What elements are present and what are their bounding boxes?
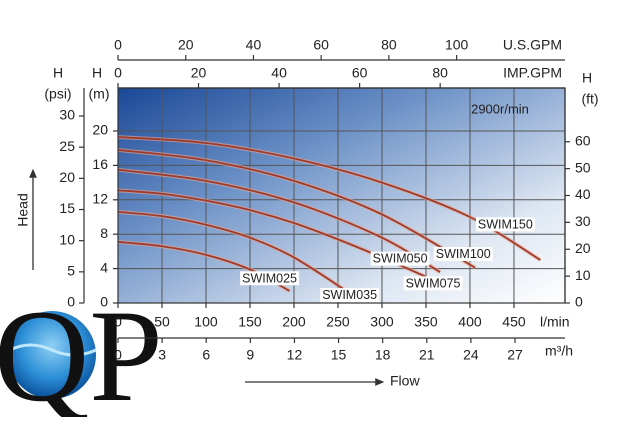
axis-unit: m³/h <box>545 343 573 359</box>
series-label: SWIM035 <box>322 288 377 302</box>
x-tick-label: 150 <box>238 314 262 330</box>
tick-label: 60 <box>313 37 329 53</box>
series-label: SWIM100 <box>436 247 491 261</box>
axis-unit: (psi) <box>44 86 71 102</box>
tick-label: 0 <box>575 294 583 310</box>
logo-text: QP <box>0 282 163 417</box>
x-tick-label: 400 <box>458 314 482 330</box>
tick-label: 0 <box>67 294 75 310</box>
series-label-bg <box>403 276 463 291</box>
axis-name: H <box>53 65 63 81</box>
tick-label: 20 <box>575 240 591 256</box>
y-axis-name: H <box>92 65 102 81</box>
x-tick-label: 250 <box>326 314 350 330</box>
tick-label: 80 <box>432 65 448 81</box>
tick-label: 10 <box>59 231 75 247</box>
tick-label: 18 <box>375 347 391 363</box>
x-tick-label: 350 <box>414 314 438 330</box>
x-unit: l/min <box>540 314 570 330</box>
tick-label: 15 <box>59 200 75 216</box>
tick-label: 6 <box>202 347 210 363</box>
x-tick-label: 450 <box>502 314 526 330</box>
curve <box>117 210 349 293</box>
tick-label: 0 <box>114 37 122 53</box>
series-label-bg <box>475 217 535 232</box>
tick-label: 10 <box>575 267 591 283</box>
tick-label: 12 <box>287 347 303 363</box>
y-unit: (m) <box>89 86 110 102</box>
tick-label: 40 <box>575 186 591 202</box>
series-label-bg <box>240 271 300 286</box>
tick-label: 15 <box>331 347 347 363</box>
x-tick-label: 0 <box>114 314 122 330</box>
tick-label: 9 <box>246 347 254 363</box>
tick-label: 3 <box>158 347 166 363</box>
curve <box>117 149 476 269</box>
tick-label: 60 <box>575 132 591 148</box>
logo: QP <box>0 282 163 422</box>
curve <box>117 168 441 273</box>
tick-label: 21 <box>419 347 435 363</box>
axis-unit: (ft) <box>581 91 598 107</box>
y-tick-label: 16 <box>92 156 108 172</box>
tick-label: 100 <box>445 37 469 53</box>
tick-label: 20 <box>178 37 194 53</box>
tick-label: 20 <box>59 169 75 185</box>
tick-label: 30 <box>59 107 75 123</box>
series-label-bg <box>433 247 493 262</box>
series-label: SWIM150 <box>478 217 533 231</box>
tick-label: 27 <box>507 347 523 363</box>
y-tick-label: 4 <box>100 259 108 275</box>
tick-label: 80 <box>381 37 397 53</box>
y-tick-label: 8 <box>100 225 108 241</box>
x-tick-label: 300 <box>370 314 394 330</box>
y-tick-label: 0 <box>100 294 108 310</box>
x-tick-label: 100 <box>194 314 218 330</box>
logo-wave <box>9 343 97 357</box>
logo-water <box>8 311 96 399</box>
series-label: SWIM050 <box>373 252 428 266</box>
tick-label: 0 <box>114 65 122 81</box>
axis-unit: IMP.GPM <box>503 65 562 81</box>
axis-unit: U.S.GPM <box>503 37 562 53</box>
tick-label: 25 <box>59 138 75 154</box>
tick-label: 24 <box>463 347 479 363</box>
y-tick-label: 20 <box>92 122 108 138</box>
annotation: 2900r/min <box>471 101 529 116</box>
series-label-bg <box>370 251 430 266</box>
x-tick-label: 50 <box>154 314 170 330</box>
tick-label: 30 <box>575 213 591 229</box>
axis-name: H <box>582 70 592 86</box>
tick-label: 5 <box>67 263 75 279</box>
y-tick-label: 12 <box>92 191 108 207</box>
x-tick-label: 200 <box>282 314 306 330</box>
tick-label: 0 <box>114 347 122 363</box>
series-label: SWIM025 <box>242 271 297 285</box>
tick-label: 40 <box>271 65 287 81</box>
y-axis-label: Head <box>15 193 31 226</box>
x-axis-label: Flow <box>390 373 420 389</box>
series-label-bg <box>320 288 380 303</box>
tick-label: 20 <box>191 65 207 81</box>
tick-label: 50 <box>575 159 591 175</box>
tick-label: 60 <box>352 65 368 81</box>
tick-label: 40 <box>246 37 262 53</box>
series-label: SWIM075 <box>406 276 461 290</box>
